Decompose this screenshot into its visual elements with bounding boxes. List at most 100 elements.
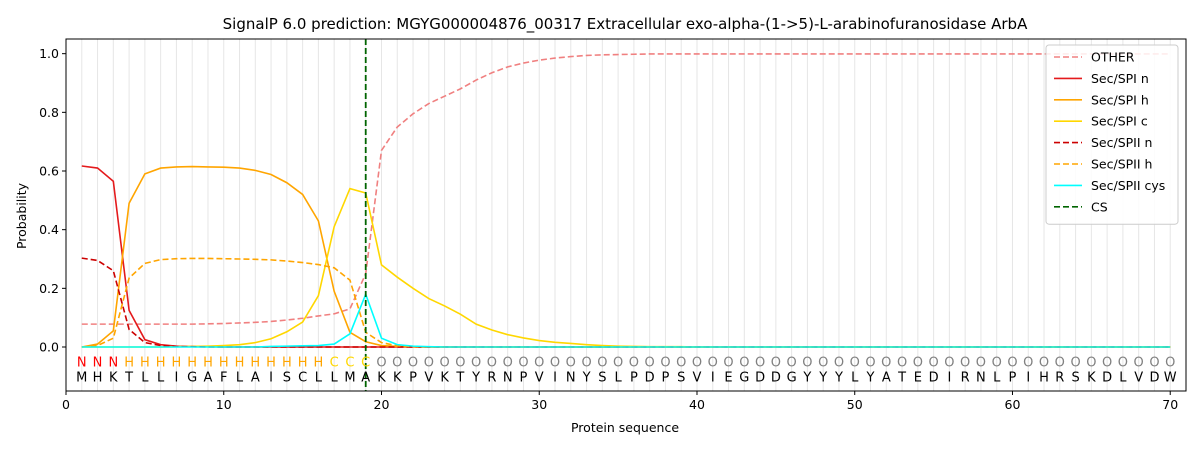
x-tick-label: 60	[1005, 397, 1021, 412]
sequence-residue: L	[993, 370, 1001, 385]
region-label: O	[850, 356, 860, 371]
sequence-residue: Y	[866, 370, 875, 385]
region-label: O	[1118, 356, 1128, 371]
sequence-residue: I	[553, 370, 557, 385]
region-label: O	[455, 356, 465, 371]
region-label: O	[897, 356, 907, 371]
sequence-residue: H	[1039, 370, 1049, 385]
sequence-residue: A	[204, 370, 213, 385]
sequence-residue: V	[693, 370, 702, 385]
x-axis-label: Protein sequence	[571, 420, 679, 435]
series-line-sec-spii-cys	[81, 291, 1171, 348]
region-label: O	[1149, 356, 1159, 371]
sequence-residue: M	[344, 370, 355, 385]
region-label: O	[581, 356, 591, 371]
sequence-residue: L	[157, 370, 165, 385]
region-label: C	[330, 356, 339, 371]
region-label: O	[613, 356, 623, 371]
region-label: H	[203, 356, 213, 371]
region-label: O	[424, 356, 434, 371]
sequence-residue: T	[124, 370, 133, 385]
sequence-residue: P	[662, 370, 670, 385]
region-label: O	[1102, 356, 1112, 371]
sequence-residue: D	[1149, 370, 1159, 385]
sequence-residue: R	[1055, 370, 1064, 385]
y-tick-label: 0.6	[39, 164, 59, 179]
region-label: O	[1070, 356, 1080, 371]
region-label: O	[503, 356, 513, 371]
sequence-residue: D	[755, 370, 765, 385]
region-label: O	[960, 356, 970, 371]
region-label: O	[439, 356, 449, 371]
region-label: O	[976, 356, 986, 371]
x-tick-label: 0	[62, 397, 70, 412]
region-label: O	[1023, 356, 1033, 371]
sequence-residue: D	[645, 370, 655, 385]
region-label: H	[235, 356, 245, 371]
sequence-residue: V	[535, 370, 544, 385]
region-label: H	[156, 356, 166, 371]
sequence-residue: L	[236, 370, 244, 385]
region-label: O	[1039, 356, 1049, 371]
sequence-residue: G	[187, 370, 197, 385]
y-tick-label: 0.4	[39, 222, 59, 237]
region-label: N	[108, 356, 118, 371]
legend-box	[1045, 44, 1179, 225]
region-label: H	[124, 356, 134, 371]
sequence-residue: D	[929, 370, 939, 385]
legend-label: Sec/SPII cys	[1091, 178, 1165, 193]
region-label: O	[518, 356, 528, 371]
sequence-residue: D	[1102, 370, 1112, 385]
region-label: O	[865, 356, 875, 371]
sequence-residue: T	[897, 370, 906, 385]
legend-label: Sec/SPI n	[1091, 71, 1149, 86]
region-label: O	[376, 356, 386, 371]
y-tick-label: 0.8	[39, 105, 59, 120]
sequence-residue: K	[109, 370, 118, 385]
sequence-residue: Y	[802, 370, 811, 385]
series-line-sec-spi-n	[81, 165, 1171, 348]
sequence-residue: N	[976, 370, 986, 385]
region-label: N	[77, 356, 87, 371]
legend-label: Sec/SPII n	[1091, 135, 1152, 150]
sequence-residue: I	[711, 370, 715, 385]
region-label: O	[708, 356, 718, 371]
sequence-residue: L	[614, 370, 622, 385]
region-label: O	[392, 356, 402, 371]
sequence-residue: R	[961, 370, 970, 385]
region-label: H	[219, 356, 229, 371]
sequence-residue: C	[298, 370, 307, 385]
region-label: O	[802, 356, 812, 371]
x-tick-label: 20	[374, 397, 390, 412]
region-label: H	[298, 356, 308, 371]
sequence-residue: L	[315, 370, 323, 385]
region-label: O	[913, 356, 923, 371]
region-label: O	[755, 356, 765, 371]
plot-frame	[65, 38, 1187, 392]
sequence-residue: S	[1071, 370, 1079, 385]
sequence-residue: V	[424, 370, 433, 385]
sequence-residue: K	[1087, 370, 1096, 385]
sequence-residue: L	[331, 370, 339, 385]
legend-label: Sec/SPI c	[1091, 114, 1148, 129]
sequence-residue: K	[440, 370, 449, 385]
sequence-residue: I	[175, 370, 179, 385]
sequence-residue: P	[1009, 370, 1017, 385]
x-tick-label: 30	[531, 397, 547, 412]
sequence-residue: G	[739, 370, 749, 385]
sequence-residue: E	[914, 370, 922, 385]
region-label: O	[944, 356, 954, 371]
region-label: H	[282, 356, 292, 371]
region-label: H	[172, 356, 182, 371]
sequence-residue: I	[1026, 370, 1030, 385]
series-line-sec-spi-h	[81, 165, 1171, 348]
region-label: O	[818, 356, 828, 371]
sequence-residue: P	[630, 370, 638, 385]
region-label: H	[187, 356, 197, 371]
legend: OTHER Sec/SPI n Sec/SPI h Sec/SPI c Sec/SPII…	[1045, 44, 1179, 225]
region-label: O	[692, 356, 702, 371]
sequence-residue: K	[377, 370, 386, 385]
region-label: O	[739, 356, 749, 371]
